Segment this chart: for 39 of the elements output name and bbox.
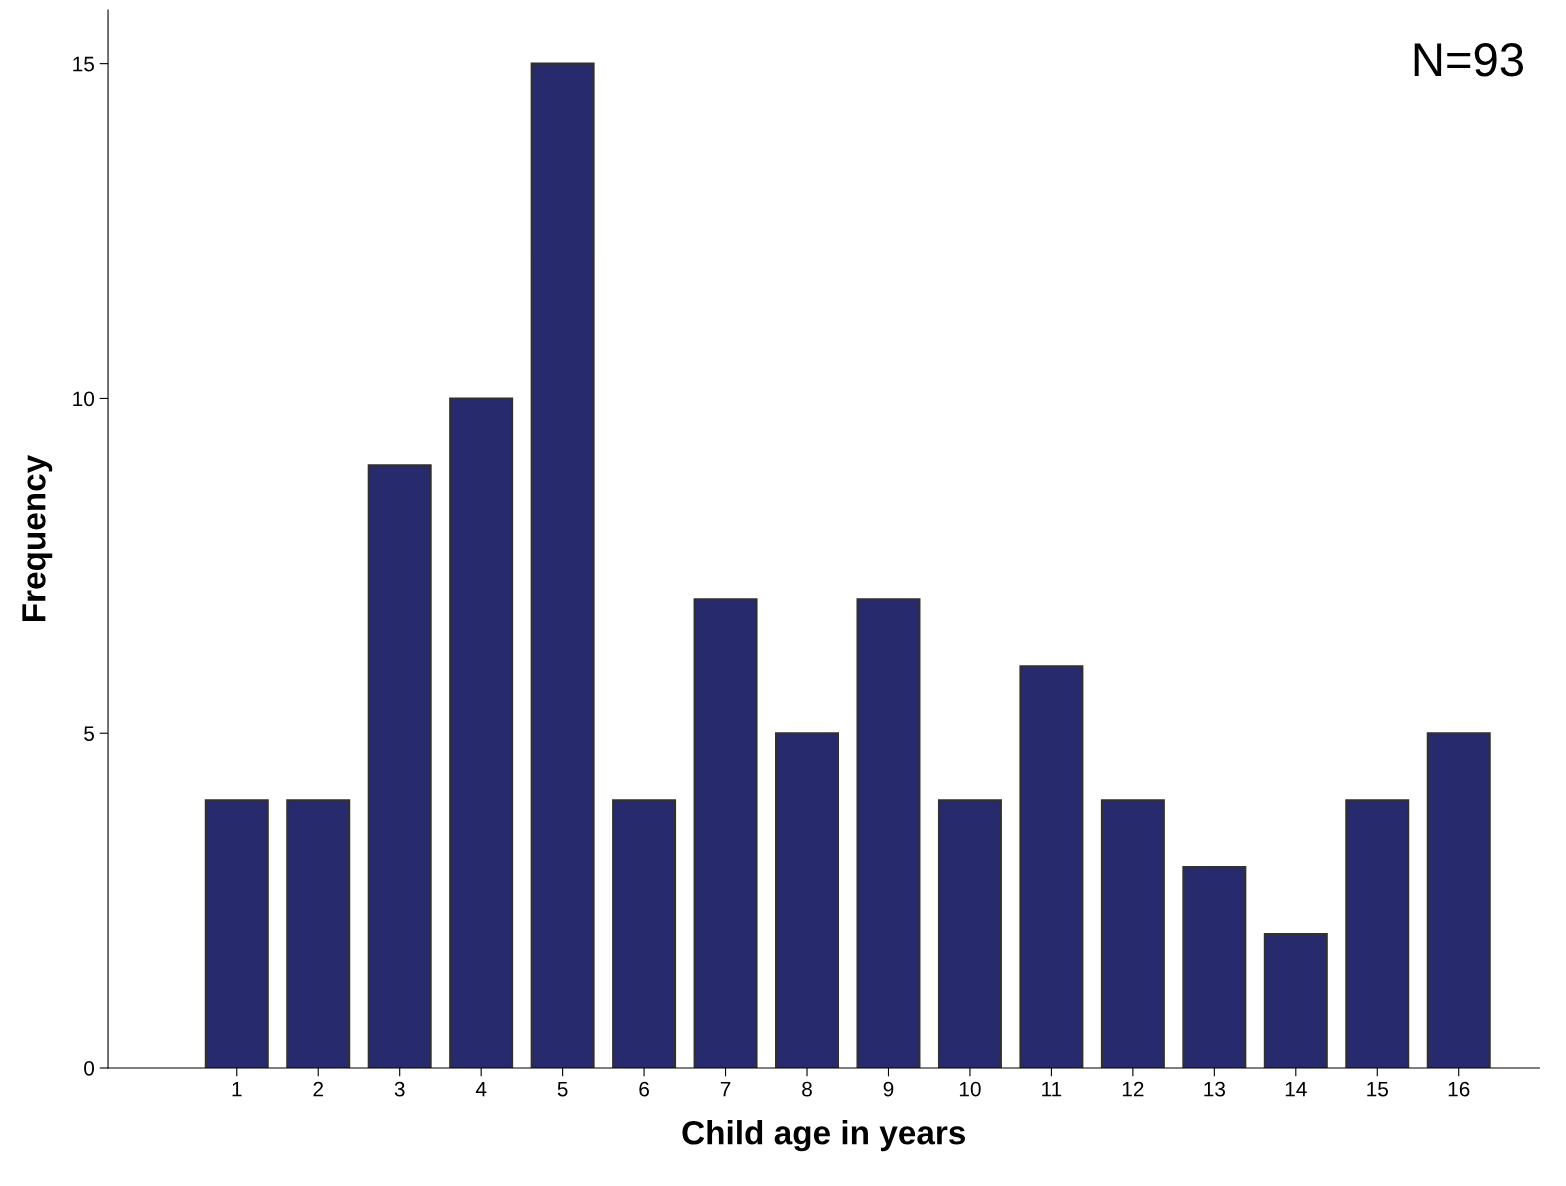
bar — [286, 799, 351, 1068]
bar — [856, 598, 921, 1068]
bar — [1345, 799, 1410, 1068]
x-tick-label: 13 — [1204, 1081, 1226, 1097]
bar — [1263, 933, 1328, 1068]
y-axis-title: Frequency — [22, 454, 53, 622]
bar — [449, 397, 514, 1068]
x-tick-label: 8 — [802, 1081, 812, 1097]
x-tick-label: 11 — [1042, 1081, 1062, 1097]
bar — [204, 799, 269, 1068]
x-tick-label: 14 — [1285, 1081, 1307, 1097]
bar — [1182, 866, 1247, 1068]
bar — [1019, 665, 1084, 1068]
x-tick-label: 7 — [720, 1081, 731, 1097]
x-tick-label: 15 — [1367, 1081, 1388, 1097]
x-tick-label: 5 — [557, 1081, 568, 1097]
x-tick-label: 12 — [1122, 1081, 1144, 1097]
y-tick-label: 5 — [84, 726, 94, 741]
y-tick-label: 15 — [73, 56, 94, 72]
x-tick-label: 2 — [313, 1081, 323, 1097]
y-tick-label: 10 — [73, 391, 95, 407]
x-tick-label: 16 — [1448, 1081, 1470, 1097]
x-tick-label: 6 — [639, 1081, 649, 1097]
bar — [612, 799, 677, 1068]
x-tick-label: 3 — [394, 1081, 405, 1097]
bar — [1100, 799, 1165, 1068]
bar — [693, 598, 758, 1068]
bar — [937, 799, 1002, 1068]
bar — [530, 62, 595, 1068]
x-tick-label: 9 — [883, 1081, 894, 1097]
annotation: N=93 — [1414, 43, 1523, 77]
bar — [367, 464, 432, 1068]
x-tick-label: 1 — [232, 1081, 242, 1097]
x-tick-label: 10 — [959, 1081, 981, 1097]
y-tick-label: 0 — [84, 1060, 95, 1076]
x-axis-title: Child age in years — [682, 1120, 965, 1152]
bar — [1426, 732, 1491, 1068]
x-tick-label: 4 — [475, 1081, 487, 1097]
bar — [775, 732, 840, 1068]
